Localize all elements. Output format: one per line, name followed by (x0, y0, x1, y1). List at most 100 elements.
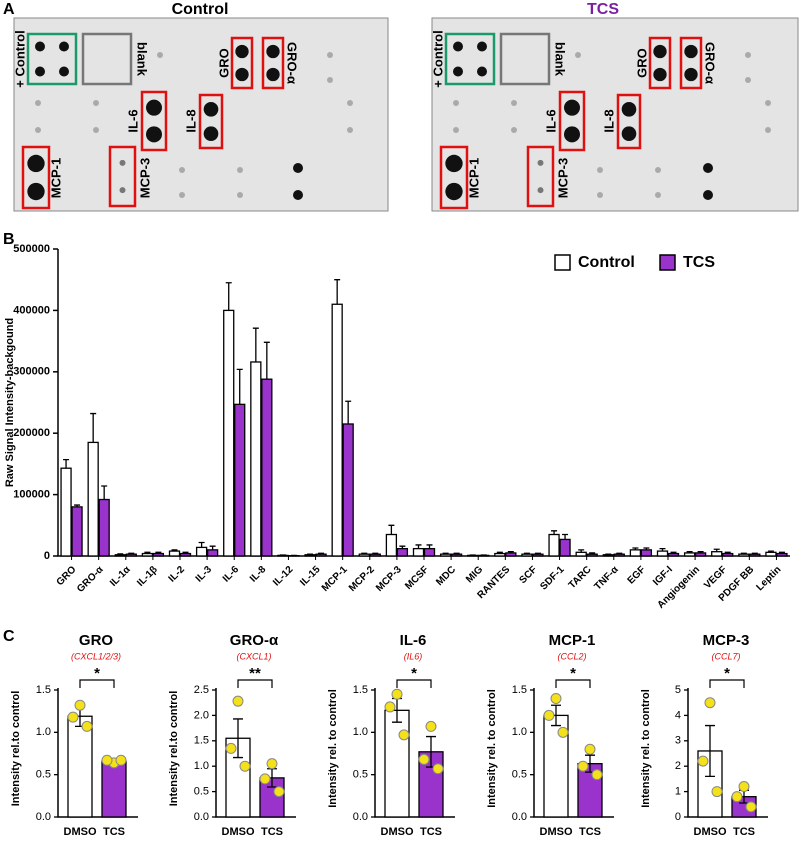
chart-title: MCP-3 (703, 632, 750, 649)
bar (749, 553, 761, 557)
error-bar (453, 552, 460, 555)
bar (521, 553, 533, 557)
data-point (557, 726, 569, 738)
array-box (499, 32, 551, 86)
x-tick-label: IL-8 (248, 564, 269, 585)
bar (331, 303, 343, 557)
x-tick-label: TNF-α (593, 564, 622, 593)
y-tick-label: 5 (675, 684, 681, 696)
bar (439, 553, 452, 557)
chart-subtitle: (CXCL1) (236, 651, 271, 661)
y-tick-label: 2 (675, 760, 681, 772)
array-spot (266, 44, 280, 59)
legend-label: TCS (683, 254, 715, 271)
x-tick-label: DMSO (381, 826, 414, 838)
error-bar (523, 552, 530, 555)
y-tick-label: 200000 (13, 427, 50, 439)
array-spot (266, 67, 280, 82)
data-point (384, 701, 396, 713)
bar (532, 553, 544, 557)
error-bar (236, 368, 243, 405)
error-bar (74, 504, 81, 507)
array-box (439, 145, 469, 210)
array-spot (27, 182, 45, 201)
bar (412, 547, 425, 557)
data-point (266, 758, 278, 770)
data-point (697, 755, 709, 767)
significance-bracket (79, 679, 115, 688)
chart-subtitle: (CCL7) (711, 651, 740, 661)
array-label: blank (135, 42, 150, 77)
significance-bracket (237, 679, 273, 688)
array-spot (621, 126, 637, 142)
data-point (391, 688, 403, 700)
array-spot (745, 52, 751, 58)
bar (342, 423, 354, 557)
bar (423, 547, 436, 557)
x-tick-label: SCF (518, 564, 540, 586)
bar (548, 533, 560, 557)
y-axis-label: Intensity rel. to control (640, 689, 652, 808)
error-bar (534, 552, 541, 555)
data-point (239, 760, 251, 772)
error-bar (562, 533, 569, 540)
bar (315, 553, 327, 557)
bar (640, 549, 653, 557)
y-tick-label: 1.0 (512, 726, 527, 738)
bar (385, 533, 398, 557)
y-tick-label: 1.0 (36, 726, 51, 738)
array-box (444, 32, 496, 86)
y-tick-label: 0.0 (512, 811, 527, 823)
bar (206, 549, 219, 557)
error-bar (605, 553, 612, 555)
array-spot (235, 67, 249, 82)
array-spot (327, 77, 333, 83)
y-tick-label: 0.0 (353, 811, 368, 823)
array-box (26, 32, 78, 86)
bar (141, 552, 154, 557)
y-tick-label: 1 (675, 786, 681, 798)
array-label: + Control (12, 30, 27, 87)
error-bar (63, 458, 70, 469)
array-label: MCP-1 (48, 158, 63, 198)
y-tick-label: 100000 (13, 489, 50, 501)
panel-label: C (3, 628, 15, 645)
array-spot (179, 167, 185, 173)
error-bar (399, 545, 406, 549)
array-label: GRO-α (285, 42, 300, 84)
array-spot (511, 100, 517, 106)
array-spot (453, 41, 463, 52)
legend-label: Control (578, 254, 635, 271)
array-spot (765, 127, 771, 133)
array-spot (347, 100, 353, 106)
x-tick-label: MIG (464, 564, 485, 585)
array-spot (655, 167, 661, 173)
array-spot (621, 101, 637, 117)
x-tick-label: DMSO (540, 826, 573, 838)
error-bar (426, 544, 433, 549)
data-point (67, 711, 79, 723)
array-spot (453, 100, 459, 106)
error-bar (372, 552, 379, 555)
bar (694, 552, 707, 557)
error-bar (670, 551, 677, 554)
x-tick-label: TCS (261, 826, 283, 838)
error-bar (659, 547, 666, 552)
legend-swatch (554, 254, 571, 271)
array-spot (445, 182, 463, 201)
array-spot (564, 99, 580, 116)
array-box (140, 90, 168, 152)
array-label: GRO (634, 48, 649, 78)
error-bar (589, 552, 596, 555)
bar (195, 546, 208, 557)
error-bar (128, 552, 135, 555)
significance: ** (249, 665, 261, 682)
bar (711, 551, 723, 557)
error-bar (713, 548, 720, 552)
array-spot (477, 41, 487, 52)
y-tick-label: 400000 (13, 304, 50, 316)
array-box (679, 36, 703, 90)
y-tick-label: 0 (675, 811, 681, 823)
array-spot (293, 190, 303, 200)
array-box (616, 93, 642, 150)
